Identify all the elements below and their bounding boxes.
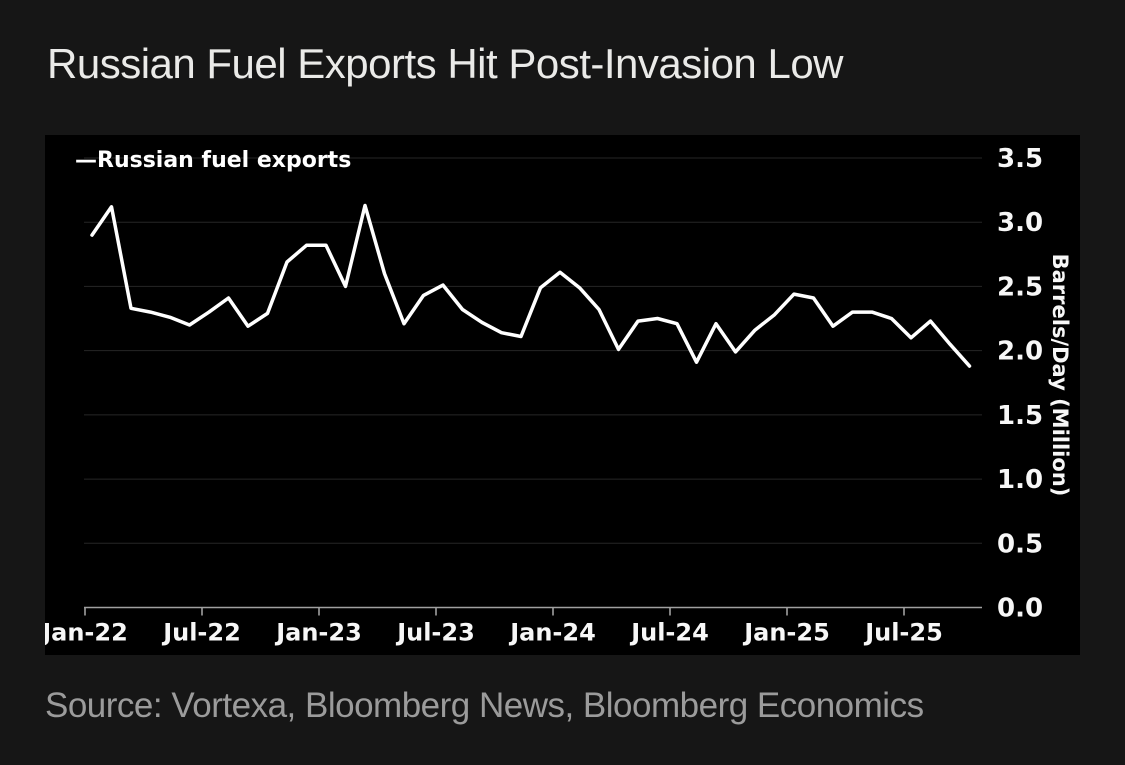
x-axis-tick-label: Jul-22 <box>161 619 241 647</box>
chart-area: 3.5 3.0 2.5 2.0 1.5 1.0 0.5 0.0 Jan-22 Jul-22 Jan-… <box>45 135 1080 655</box>
y-axis-tick-label: 3.5 <box>997 144 1043 174</box>
chart-legend: —Russian fuel exports <box>75 148 351 173</box>
x-axis-tick-label: Jan-24 <box>508 619 596 647</box>
x-axis-tick-label: Jul-24 <box>629 619 709 647</box>
line-chart-svg: 3.5 3.0 2.5 2.0 1.5 1.0 0.5 0.0 Jan-22 Jul-22 Jan-… <box>45 144 1072 647</box>
y-axis-title: Barrels/Day (Million) <box>1048 254 1072 497</box>
series-line-russian-fuel-exports <box>90 203 972 368</box>
source-attribution: Source: Vortexa, Bloomberg News, Bloombe… <box>45 686 924 725</box>
y-axis-tick-label: 0.5 <box>997 529 1043 559</box>
y-axis-tick-label: 2.0 <box>997 337 1043 367</box>
x-axis-tick-label: Jan-23 <box>274 619 362 647</box>
x-axis-tick-label: Jan-25 <box>742 619 830 647</box>
page-title: Russian Fuel Exports Hit Post-Invasion L… <box>47 40 844 87</box>
legend-label: Russian fuel exports <box>97 148 352 173</box>
y-axis-tick-label: 3.0 <box>997 208 1043 238</box>
y-axis-tick-label: 1.0 <box>997 465 1043 495</box>
x-axis-tick-label: Jul-23 <box>395 619 475 647</box>
y-axis-tick-label: 0.0 <box>997 594 1043 624</box>
y-axis-tick-label: 1.5 <box>997 401 1043 431</box>
x-axis-tick-label: Jan-22 <box>45 619 128 647</box>
x-axis-tick-label: Jul-25 <box>863 619 943 647</box>
y-axis-tick-label: 2.5 <box>997 272 1043 302</box>
legend-line-swatch: — <box>75 148 97 173</box>
